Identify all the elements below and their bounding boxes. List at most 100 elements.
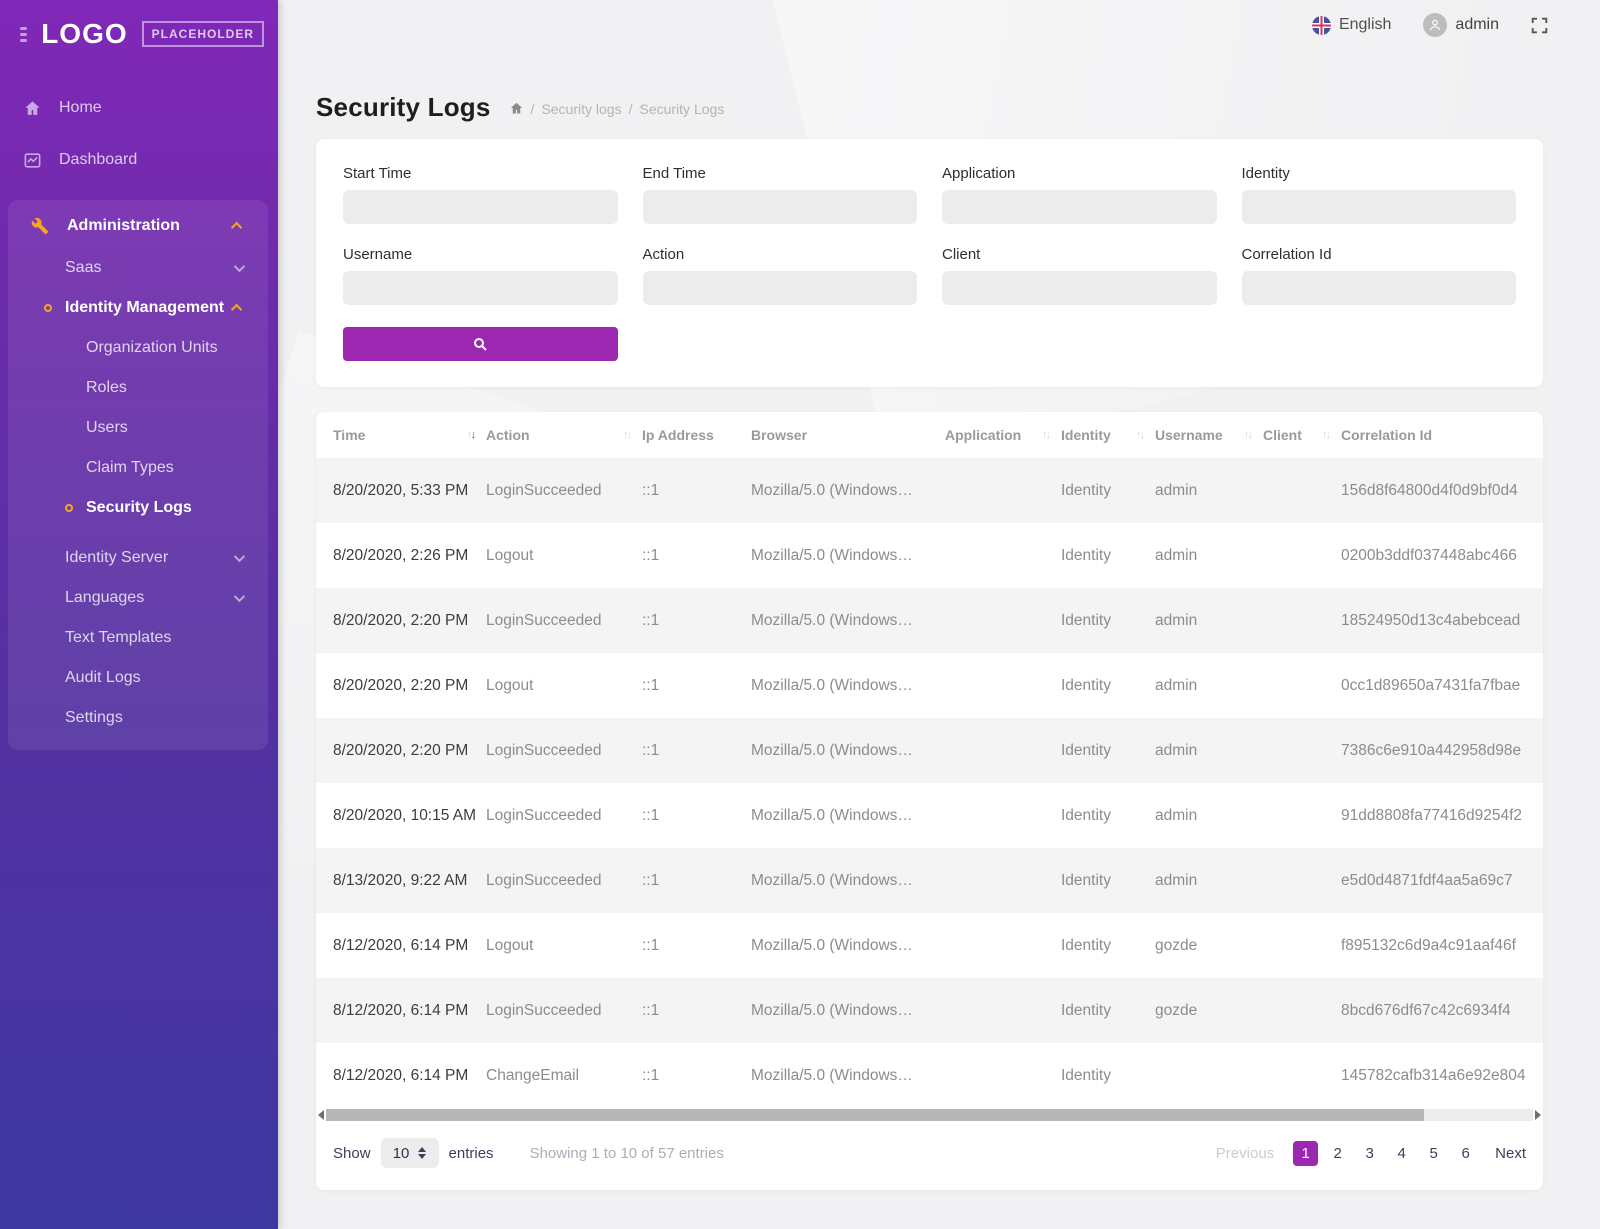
sort-icon[interactable]: ↑↓ (467, 429, 476, 441)
table-row: 8/20/2020, 2:20 PM LoginSucceeded::1 Mozil… (316, 588, 1543, 653)
sidebar-item-claim-types[interactable]: Claim Types (8, 448, 268, 488)
cell-application (945, 718, 1061, 783)
user-menu[interactable]: admin (1423, 13, 1499, 37)
sidebar-item-label: Text Templates (65, 629, 172, 646)
sidebar-item-identity-server[interactable]: Identity Server (8, 538, 268, 578)
cell-correlation: 7386c6e910a442958d98e (1341, 741, 1522, 759)
logo-badge: PLACEHOLDER (141, 21, 264, 47)
filter-input-action[interactable] (642, 271, 917, 305)
column-header-application[interactable]: Application ↑↓ (945, 412, 1061, 458)
cell-time: 8/20/2020, 2:20 PM (333, 611, 469, 629)
filter-label-application: Application (942, 165, 1016, 182)
filter-input-start-time[interactable] (343, 190, 618, 224)
show-label: Show (333, 1144, 371, 1162)
cell-username: admin (1155, 611, 1198, 629)
filter-input-client[interactable] (942, 271, 1217, 305)
filter-input-correlation-id[interactable] (1241, 271, 1516, 305)
sidebar-item-roles[interactable]: Roles (8, 368, 268, 408)
table-scroll-region: Time ↑↓ Action ↑↓ Ip Address Browser Applicati… (316, 412, 1543, 1108)
next-page-button[interactable]: Next (1495, 1144, 1526, 1162)
scrollbar-thumb[interactable] (326, 1109, 1425, 1121)
cell-action: Logout (486, 546, 534, 564)
sort-icon[interactable]: ↑↓ (1042, 429, 1051, 441)
cell-identity: Identity (1061, 871, 1111, 889)
filter-field-correlation-id: Correlation Id (1241, 246, 1516, 305)
column-header-username[interactable]: Username ↑↓ (1155, 412, 1263, 458)
page-button-4[interactable]: 4 (1389, 1141, 1414, 1166)
language-label: English (1338, 16, 1392, 33)
search-button[interactable] (343, 327, 618, 361)
sidebar-item-home[interactable]: Home (0, 82, 278, 134)
cell-application (945, 588, 1061, 653)
filter-input-application[interactable] (942, 190, 1217, 224)
chevron-down-icon (233, 260, 246, 273)
fullscreen-icon[interactable] (1531, 17, 1548, 34)
sidebar-item-administration[interactable]: Administration (8, 204, 268, 248)
filter-input-end-time[interactable] (642, 190, 917, 224)
sidebar-item-text-templates[interactable]: Text Templates (8, 618, 268, 658)
language-selector[interactable]: English (1311, 15, 1392, 35)
menu-toggle-icon[interactable] (20, 26, 28, 42)
cell-time: 8/13/2020, 9:22 AM (333, 871, 468, 889)
cell-ip: ::1 (642, 481, 660, 499)
filter-field-application: Application (942, 165, 1217, 224)
cell-username: admin (1155, 741, 1198, 759)
cell-client (1263, 913, 1341, 978)
cell-ip: ::1 (642, 806, 660, 824)
cell-time: 8/20/2020, 5:33 PM (333, 481, 469, 499)
scroll-left-arrow-icon[interactable] (318, 1110, 324, 1120)
dashboard-icon (23, 150, 43, 170)
sidebar: LOGO PLACEHOLDER Home Dashboard Administ… (0, 0, 278, 1229)
sidebar-item-saas[interactable]: Saas (8, 248, 268, 288)
page-size-select[interactable]: 10 (380, 1138, 439, 1168)
column-header-client[interactable]: Client ↑↓ (1263, 412, 1341, 458)
cell-application (945, 1043, 1061, 1108)
cell-username (1155, 1043, 1263, 1108)
page-button-2[interactable]: 2 (1325, 1141, 1350, 1166)
column-label-correlation: Correlation Id (1341, 427, 1433, 443)
table-row: 8/13/2020, 9:22 AM LoginSucceeded::1 Mozil… (316, 848, 1543, 913)
scrollbar-track[interactable] (326, 1109, 1533, 1121)
page-head: Security Logs / Security logs / Security… (316, 92, 1543, 123)
filter-input-identity[interactable] (1241, 190, 1516, 224)
chevron-up-icon (230, 221, 243, 234)
sidebar-item-users[interactable]: Users (8, 408, 268, 448)
filter-input-username[interactable] (343, 271, 618, 305)
filter-field-action: Action (642, 246, 917, 305)
sidebar-item-settings[interactable]: Settings (8, 698, 268, 738)
column-header-identity[interactable]: Identity ↑↓ (1061, 412, 1155, 458)
cell-application (945, 978, 1061, 1043)
breadcrumb-home-icon[interactable] (509, 101, 524, 116)
cell-correlation: 0200b3ddf037448abc466 (1341, 546, 1517, 564)
sidebar-item-dashboard[interactable]: Dashboard (0, 134, 278, 186)
sort-icon[interactable]: ↑↓ (1322, 429, 1331, 441)
column-label-username: Username (1155, 427, 1223, 443)
page-button-3[interactable]: 3 (1357, 1141, 1382, 1166)
breadcrumb-item[interactable]: Security logs (541, 100, 622, 117)
cell-username: admin (1155, 871, 1198, 889)
sidebar-item-organization-units[interactable]: Organization Units (8, 328, 268, 368)
sidebar-item-identity-management[interactable]: Identity Management (8, 288, 268, 328)
sort-icon[interactable]: ↑↓ (623, 429, 632, 441)
column-header-time[interactable]: Time ↑↓ (316, 412, 486, 458)
cell-application (945, 848, 1061, 913)
sidebar-item-security-logs[interactable]: Security Logs (8, 488, 268, 528)
cell-application (945, 913, 1061, 978)
page-button-6[interactable]: 6 (1453, 1141, 1478, 1166)
page-button-1[interactable]: 1 (1293, 1140, 1319, 1166)
scroll-right-arrow-icon[interactable] (1535, 1110, 1541, 1120)
sidebar-item-label: Organization Units (86, 339, 218, 356)
filter-field-username: Username (343, 246, 618, 305)
cell-ip: ::1 (642, 546, 660, 564)
cell-client (1263, 588, 1341, 653)
column-header-action[interactable]: Action ↑↓ (486, 412, 642, 458)
horizontal-scrollbar (318, 1108, 1541, 1122)
sidebar-item-audit-logs[interactable]: Audit Logs (8, 658, 268, 698)
sidebar-item-languages[interactable]: Languages (8, 578, 268, 618)
previous-page-button[interactable]: Previous (1215, 1144, 1275, 1162)
sort-icon[interactable]: ↑↓ (1244, 429, 1253, 441)
sidebar-item-label: Settings (65, 709, 123, 726)
page-button-5[interactable]: 5 (1421, 1141, 1446, 1166)
sort-icon[interactable]: ↑↓ (1136, 429, 1145, 441)
